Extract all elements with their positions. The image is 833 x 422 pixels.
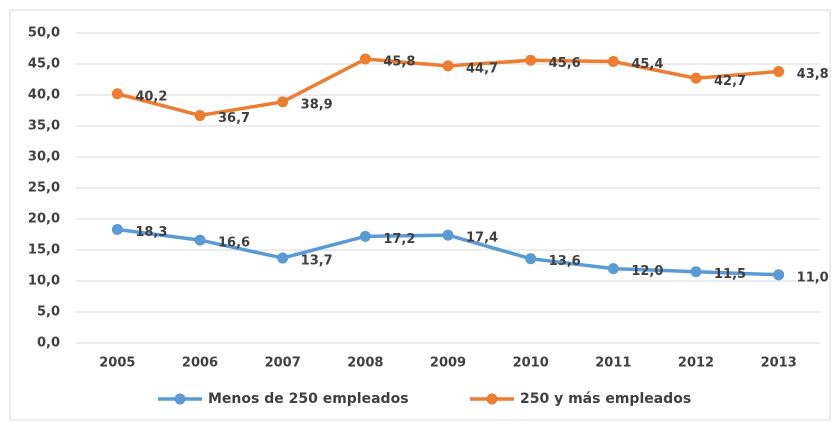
x-tick-label: 2013 — [761, 356, 797, 371]
x-tick-label: 2012 — [678, 356, 714, 371]
y-tick-label: 30,0 — [28, 150, 60, 165]
data-label: 12,0 — [631, 264, 663, 279]
data-label: 11,5 — [714, 267, 746, 282]
y-tick-label: 45,0 — [28, 57, 60, 72]
legend-label: Menos de 250 empleados — [208, 391, 409, 407]
y-tick-label: 0,0 — [37, 336, 60, 351]
data-label: 16,6 — [218, 236, 250, 251]
data-point — [690, 72, 702, 84]
data-label: 43,8 — [797, 67, 829, 82]
x-tick-label: 2006 — [182, 356, 218, 371]
data-point — [525, 54, 537, 66]
data-point — [277, 252, 289, 264]
data-label: 38,9 — [301, 97, 333, 112]
data-point — [442, 60, 454, 72]
data-point — [111, 224, 123, 236]
x-tick-label: 2011 — [595, 356, 631, 371]
x-tick-label: 2010 — [513, 356, 549, 371]
data-point — [773, 65, 785, 77]
y-tick-label: 50,0 — [28, 26, 60, 41]
data-point — [607, 56, 619, 68]
y-tick-label: 15,0 — [28, 243, 60, 258]
data-label: 44,7 — [466, 61, 498, 76]
data-label: 17,4 — [466, 231, 498, 246]
data-label: 45,4 — [631, 57, 663, 72]
data-point — [359, 230, 371, 242]
x-tick-label: 2009 — [430, 356, 466, 371]
data-label: 36,7 — [218, 111, 250, 126]
x-tick-label: 2005 — [99, 356, 135, 371]
data-point — [525, 253, 537, 265]
data-label: 13,7 — [301, 254, 333, 269]
data-point — [194, 109, 206, 121]
y-tick-label: 20,0 — [28, 212, 60, 227]
data-point — [194, 234, 206, 246]
data-point — [442, 229, 454, 241]
data-label: 45,8 — [383, 55, 415, 70]
legend-marker — [174, 393, 186, 405]
y-tick-label: 25,0 — [28, 181, 60, 196]
data-point — [773, 269, 785, 281]
data-label: 11,0 — [797, 270, 829, 285]
data-point — [359, 53, 371, 65]
y-tick-label: 5,0 — [37, 305, 60, 320]
y-tick-label: 40,0 — [28, 88, 60, 103]
data-point — [277, 96, 289, 108]
x-tick-label: 2008 — [347, 356, 383, 371]
data-label: 18,3 — [135, 225, 167, 240]
data-label: 40,2 — [135, 89, 167, 104]
data-point — [111, 88, 123, 100]
data-point — [607, 263, 619, 275]
x-tick-label: 2007 — [265, 356, 301, 371]
data-label: 45,6 — [549, 56, 581, 71]
y-tick-label: 10,0 — [28, 274, 60, 289]
y-tick-label: 35,0 — [28, 119, 60, 134]
data-label: 42,7 — [714, 74, 746, 89]
legend-label: 250 y más empleados — [520, 391, 691, 407]
data-point — [690, 266, 702, 278]
data-label: 17,2 — [383, 232, 415, 247]
legend-marker — [486, 393, 498, 405]
data-label: 13,6 — [549, 254, 581, 269]
